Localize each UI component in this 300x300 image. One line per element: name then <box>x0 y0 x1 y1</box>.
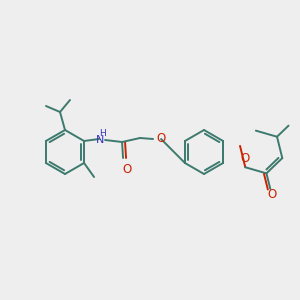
Text: H: H <box>99 129 105 138</box>
Text: O: O <box>241 152 250 165</box>
Text: N: N <box>96 135 104 145</box>
Text: O: O <box>267 188 276 201</box>
Text: O: O <box>156 133 165 146</box>
Text: O: O <box>122 163 132 176</box>
